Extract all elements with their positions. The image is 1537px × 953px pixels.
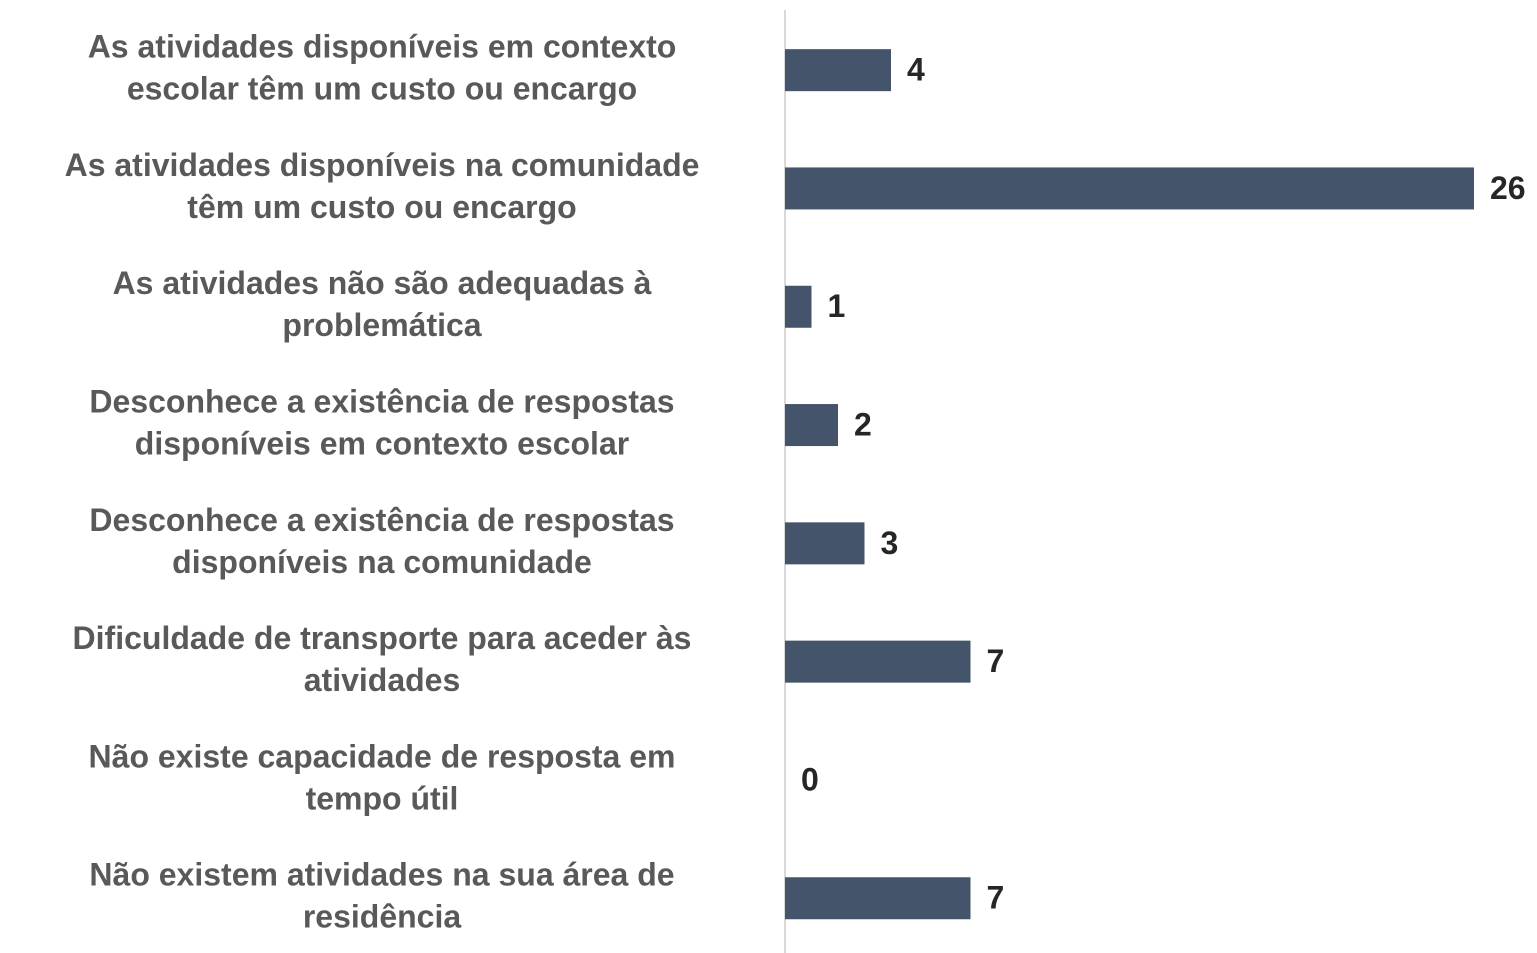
category-label: tempo útil	[306, 780, 459, 816]
bar	[785, 167, 1474, 210]
category-label: problemática	[282, 307, 481, 343]
value-label: 0	[801, 761, 819, 797]
category-label: disponíveis em contexto escolar	[135, 426, 629, 462]
category-label: As atividades disponíveis em contexto	[88, 29, 677, 65]
bar	[785, 522, 865, 565]
value-label: 2	[854, 407, 872, 443]
value-label: 26	[1490, 170, 1526, 206]
category-label: Desconhece a existência de respostas	[89, 502, 674, 538]
category-label: disponíveis na comunidade	[172, 544, 592, 580]
category-label: As atividades não são adequadas à	[113, 265, 652, 301]
value-label: 4	[907, 52, 925, 88]
bar	[785, 285, 812, 328]
category-label: Não existem atividades na sua área de	[89, 857, 674, 893]
bar	[785, 49, 891, 92]
value-label: 7	[987, 880, 1005, 916]
category-label: residência	[303, 899, 462, 935]
value-label: 3	[881, 525, 899, 561]
category-label: têm um custo ou encargo	[187, 189, 576, 225]
bar	[785, 640, 971, 683]
bar	[785, 404, 838, 447]
category-label: As atividades disponíveis na comunidade	[65, 147, 700, 183]
category-label: atividades	[304, 662, 461, 698]
value-label: 1	[828, 288, 846, 324]
category-label: escolar têm um custo ou encargo	[127, 71, 637, 107]
category-label: Não existe capacidade de resposta em	[89, 738, 676, 774]
value-label: 7	[987, 643, 1005, 679]
category-label: Desconhece a existência de respostas	[89, 384, 674, 420]
bar	[785, 877, 971, 920]
category-label: Dificuldade de transporte para aceder às	[73, 620, 692, 656]
